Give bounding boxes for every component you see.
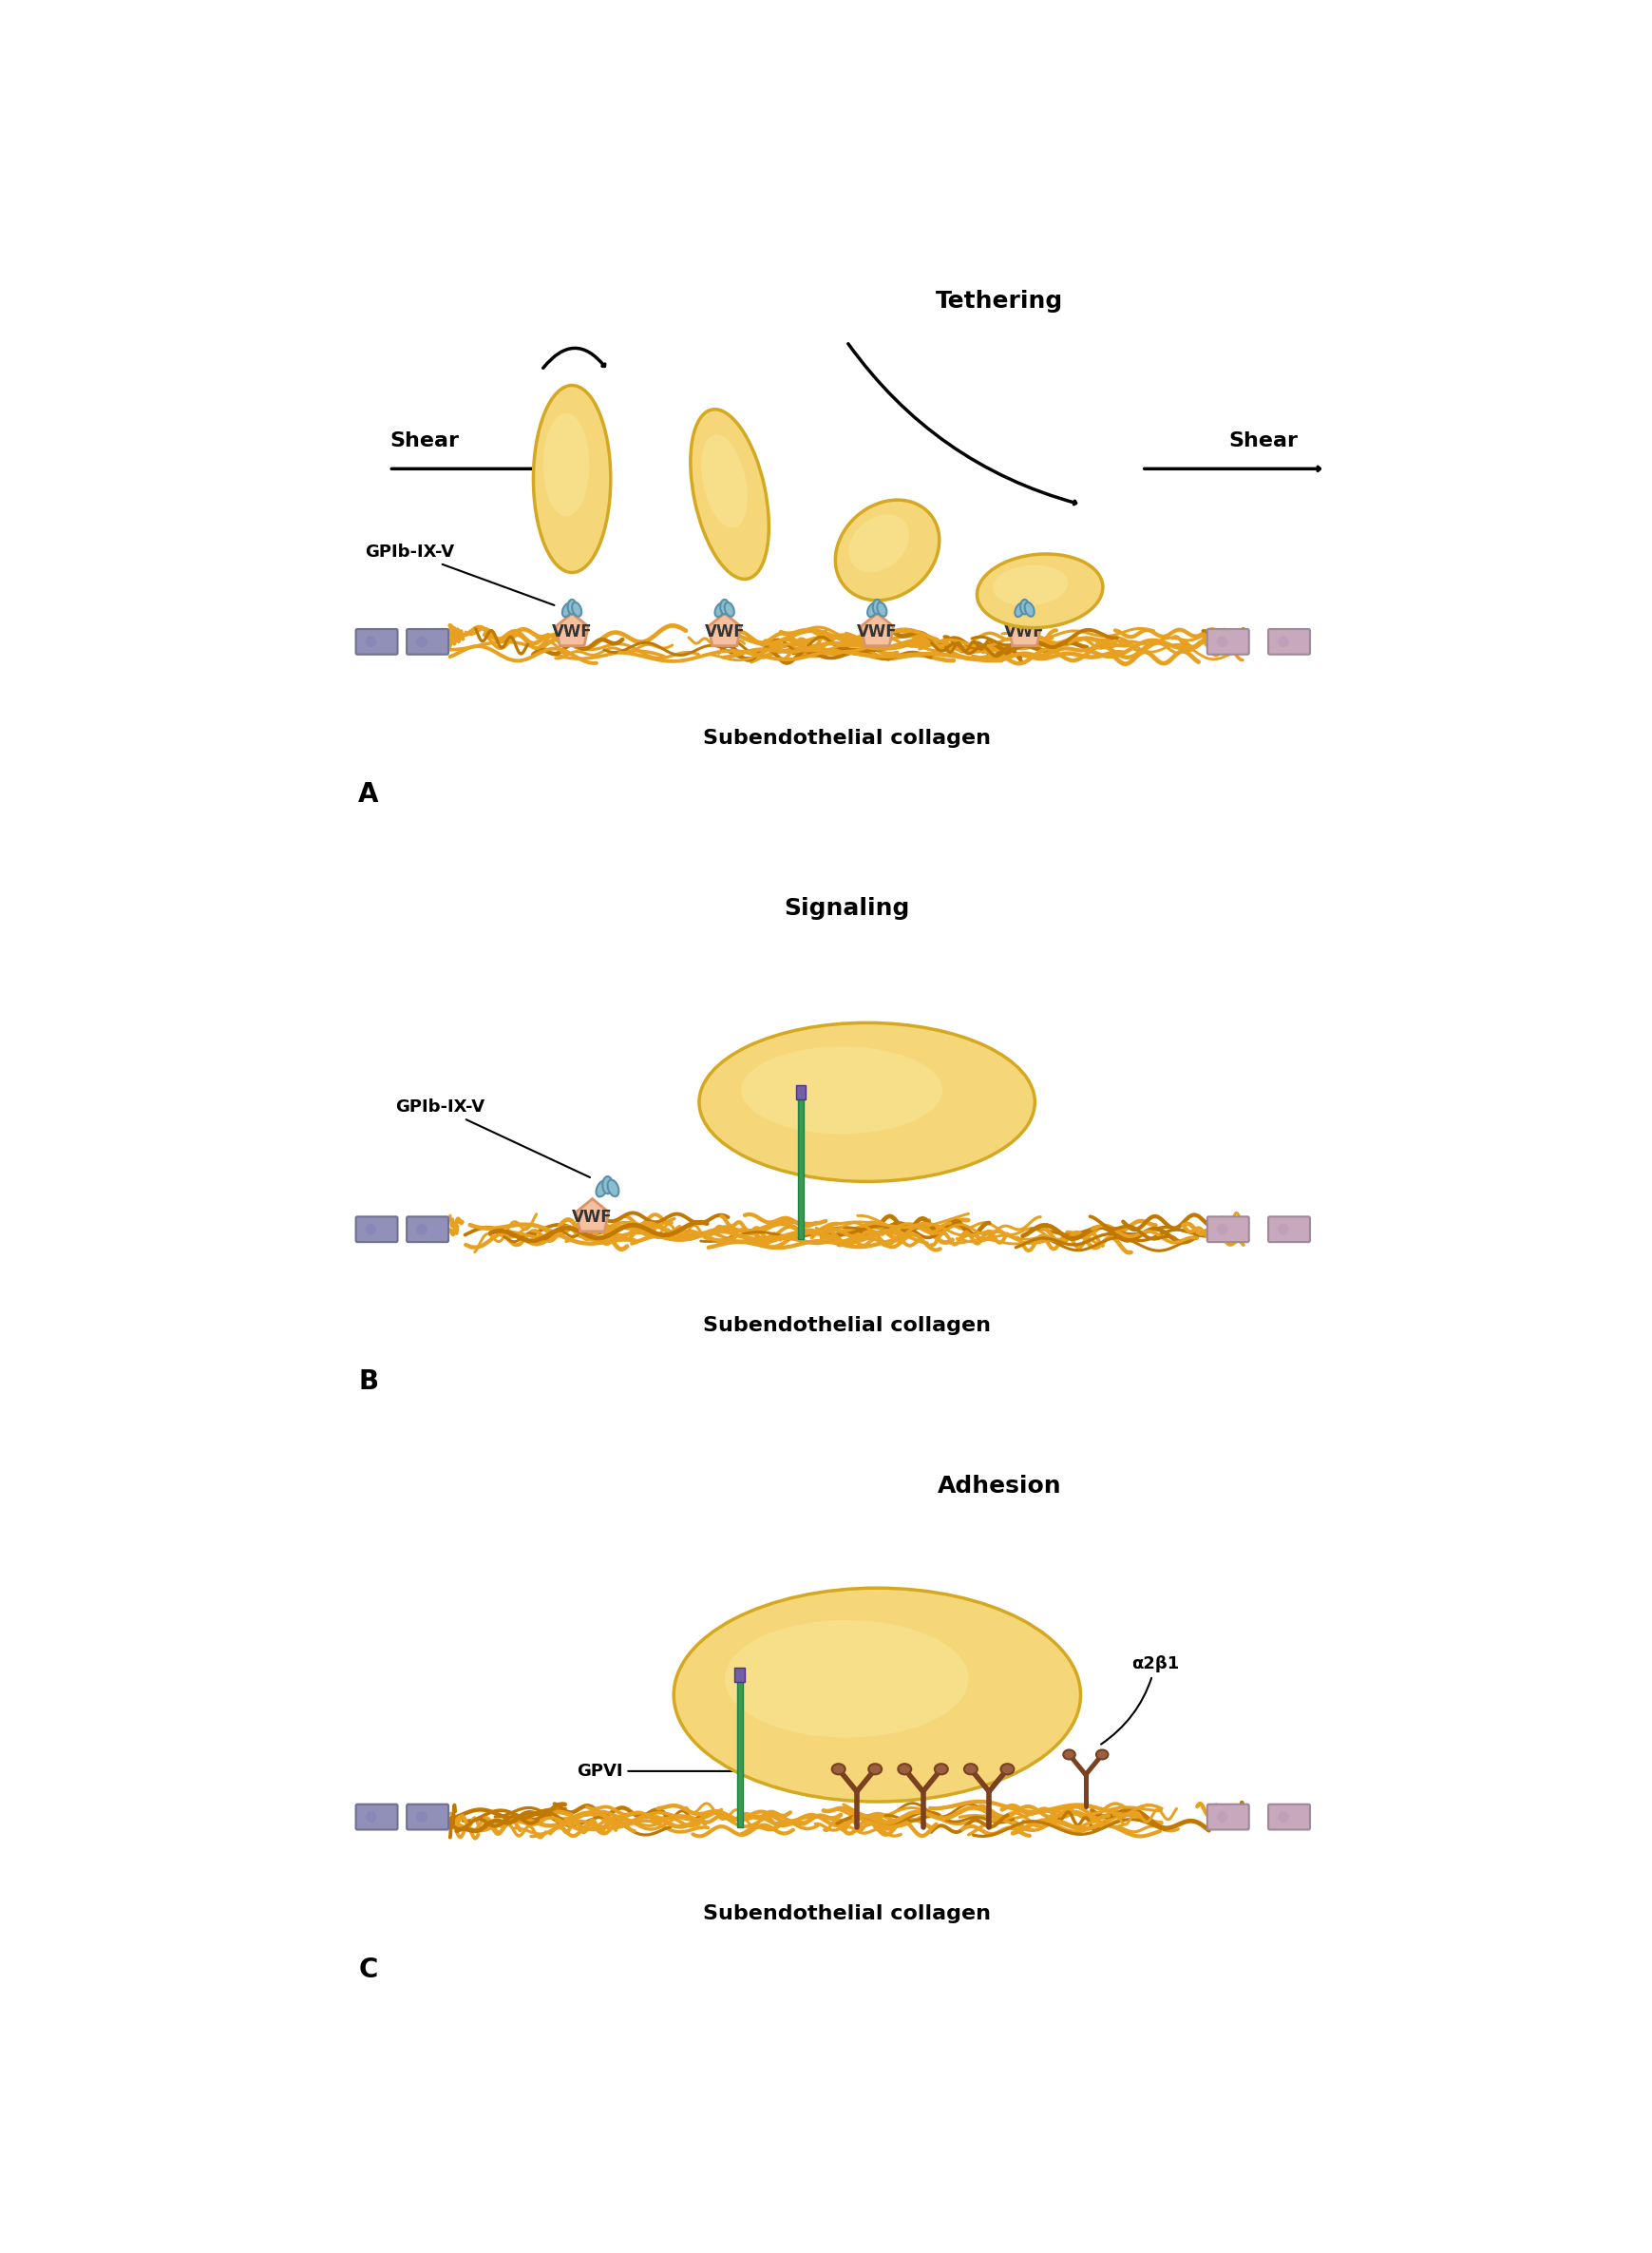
Text: GPIb-IX-V: GPIb-IX-V <box>395 1099 590 1178</box>
Text: Signaling: Signaling <box>783 897 910 919</box>
Circle shape <box>367 1223 375 1235</box>
Ellipse shape <box>572 602 582 617</box>
Ellipse shape <box>608 1181 620 1196</box>
Text: Shear: Shear <box>390 433 459 451</box>
Ellipse shape <box>596 1181 608 1196</box>
Text: VWF: VWF <box>1004 624 1046 640</box>
Circle shape <box>1279 1811 1289 1823</box>
FancyBboxPatch shape <box>406 629 448 653</box>
Ellipse shape <box>836 500 940 599</box>
Bar <box>737 1674 743 1827</box>
Text: C: C <box>358 1956 378 1983</box>
Text: Adhesion: Adhesion <box>937 1476 1061 1498</box>
Circle shape <box>1279 1223 1289 1235</box>
Ellipse shape <box>720 599 729 615</box>
Text: GPVI: GPVI <box>577 1762 733 1780</box>
Text: VWF: VWF <box>704 624 745 640</box>
Circle shape <box>416 1223 426 1235</box>
FancyBboxPatch shape <box>406 1217 448 1241</box>
Ellipse shape <box>725 1620 968 1737</box>
Ellipse shape <box>849 514 909 572</box>
Circle shape <box>1279 638 1289 647</box>
Ellipse shape <box>877 602 887 617</box>
Text: A: A <box>358 782 378 807</box>
Text: Subendothelial collagen: Subendothelial collagen <box>702 1904 991 1924</box>
Ellipse shape <box>1024 602 1034 617</box>
Text: Tethering: Tethering <box>935 288 1062 313</box>
Text: GPIb-IX-V: GPIb-IX-V <box>365 543 555 606</box>
Bar <box>798 1093 805 1239</box>
Ellipse shape <box>935 1764 948 1775</box>
Ellipse shape <box>725 602 733 617</box>
Circle shape <box>367 1811 375 1823</box>
Circle shape <box>1218 1811 1227 1823</box>
FancyBboxPatch shape <box>1269 629 1310 653</box>
Text: VWF: VWF <box>572 1208 613 1226</box>
FancyBboxPatch shape <box>406 1805 448 1829</box>
FancyBboxPatch shape <box>1269 1217 1310 1241</box>
Ellipse shape <box>965 1764 978 1775</box>
FancyBboxPatch shape <box>1269 1805 1310 1829</box>
Ellipse shape <box>562 604 572 617</box>
Ellipse shape <box>976 554 1104 629</box>
Ellipse shape <box>1064 1751 1075 1760</box>
Polygon shape <box>709 613 740 647</box>
Text: B: B <box>358 1368 378 1395</box>
FancyBboxPatch shape <box>1208 1217 1249 1241</box>
Polygon shape <box>555 613 588 647</box>
Text: VWF: VWF <box>857 624 897 640</box>
Ellipse shape <box>674 1588 1080 1802</box>
FancyBboxPatch shape <box>1208 1805 1249 1829</box>
FancyBboxPatch shape <box>1208 629 1249 653</box>
Text: Shear: Shear <box>1229 433 1298 451</box>
Polygon shape <box>861 613 894 647</box>
FancyBboxPatch shape <box>355 1805 398 1829</box>
Ellipse shape <box>867 604 877 617</box>
Ellipse shape <box>993 566 1069 606</box>
Ellipse shape <box>715 604 725 617</box>
Ellipse shape <box>1021 599 1029 615</box>
FancyBboxPatch shape <box>355 629 398 653</box>
Ellipse shape <box>833 1764 846 1775</box>
Circle shape <box>416 638 426 647</box>
Circle shape <box>367 638 375 647</box>
Text: GPVI: GPVI <box>811 1149 943 1167</box>
FancyBboxPatch shape <box>355 1217 398 1241</box>
Circle shape <box>416 1811 426 1823</box>
Polygon shape <box>1008 613 1041 647</box>
Ellipse shape <box>1014 604 1024 617</box>
Text: α2β1: α2β1 <box>1102 1656 1180 1744</box>
Ellipse shape <box>742 1048 943 1133</box>
Circle shape <box>1218 638 1227 647</box>
Ellipse shape <box>544 412 590 516</box>
Ellipse shape <box>872 599 882 615</box>
Ellipse shape <box>534 385 611 572</box>
Ellipse shape <box>603 1176 613 1194</box>
Ellipse shape <box>899 1764 912 1775</box>
Text: Subendothelial collagen: Subendothelial collagen <box>702 730 991 748</box>
Polygon shape <box>577 1199 608 1232</box>
Circle shape <box>1218 1223 1227 1235</box>
Ellipse shape <box>568 599 577 615</box>
Ellipse shape <box>869 1764 882 1775</box>
Text: Subendothelial collagen: Subendothelial collagen <box>702 1316 991 1336</box>
Text: VWF: VWF <box>552 624 593 640</box>
Ellipse shape <box>700 435 747 527</box>
Ellipse shape <box>699 1023 1034 1181</box>
Ellipse shape <box>1001 1764 1014 1775</box>
Bar <box>796 1086 806 1099</box>
Ellipse shape <box>691 410 768 579</box>
Ellipse shape <box>1097 1751 1108 1760</box>
Bar <box>735 1667 745 1681</box>
